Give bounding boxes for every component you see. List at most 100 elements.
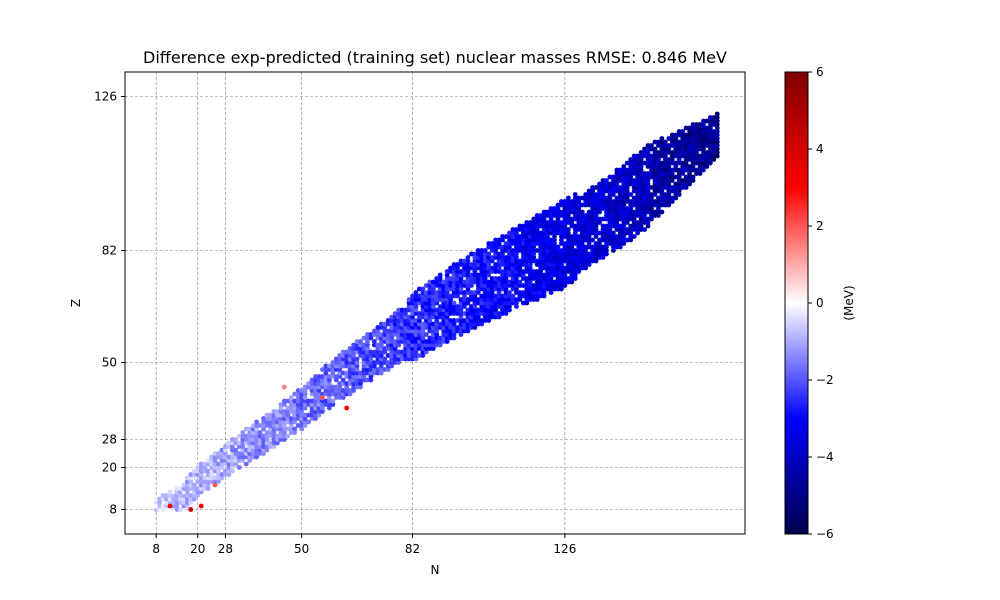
scatter-point [181, 503, 187, 509]
scatter-point [569, 262, 575, 267]
scatter-point [607, 174, 613, 180]
scatter-point [541, 227, 547, 232]
scatter-point [247, 444, 253, 449]
scatter-point [610, 174, 616, 180]
scatter-point [649, 174, 654, 180]
scatter-point [707, 146, 713, 152]
scatter-point [572, 195, 578, 201]
scatter-point [420, 335, 426, 341]
scatter-point [628, 178, 634, 183]
scatter-point [662, 192, 668, 197]
scatter-point [579, 220, 585, 225]
scatter-point [621, 241, 627, 246]
scatter-point [621, 192, 627, 197]
scatter-point [583, 202, 589, 208]
scatter-point [295, 416, 301, 421]
scatter-point [548, 220, 554, 225]
scatter-point [493, 262, 499, 267]
scatter-point [652, 139, 658, 145]
scatter-point [261, 419, 266, 425]
scatter-point [507, 290, 512, 295]
scatter-point [576, 223, 582, 229]
scatter-point [437, 293, 443, 299]
x-tick-label: 28 [218, 542, 233, 556]
scatter-point [247, 458, 253, 463]
scatter-point [441, 290, 447, 295]
colorbar-tick-label: −4 [816, 450, 834, 464]
scatter-point [614, 216, 620, 222]
scatter-point [392, 349, 398, 355]
scatter-point [621, 195, 627, 201]
scatter-point [216, 461, 221, 467]
scatter-point [524, 241, 530, 246]
scatter-point [524, 220, 530, 225]
scatter-point [714, 132, 720, 138]
scatter-point [354, 339, 360, 344]
scatter-point [538, 216, 544, 222]
scatter-point [434, 279, 440, 285]
scatter-point [365, 353, 370, 358]
scatter-point [365, 360, 370, 365]
scatter-point [337, 388, 343, 393]
scatter-point [344, 374, 350, 379]
scatter-points [153, 111, 720, 512]
scatter-point [631, 167, 637, 173]
scatter-point [572, 272, 578, 278]
scatter-point [579, 258, 585, 264]
scatter-point [271, 412, 277, 418]
scatter-point [344, 388, 350, 393]
scatter-point [188, 500, 194, 505]
scatter-point [365, 349, 370, 355]
scatter-point [420, 304, 426, 309]
colorbar [784, 71, 809, 535]
scatter-point [448, 321, 453, 327]
scatter-point [645, 146, 651, 152]
scatter-point [430, 300, 436, 306]
scatter-point [295, 409, 301, 414]
scatter-point [631, 220, 637, 225]
scatter-point [652, 188, 658, 194]
scatter-point [462, 269, 467, 274]
scatter-point [420, 328, 426, 334]
scatter-point [593, 244, 599, 250]
scatter-point [323, 391, 329, 397]
scatter-point [385, 367, 391, 372]
scatter-point [694, 171, 699, 176]
scatter-point [659, 139, 665, 145]
scatter-point [673, 136, 679, 141]
scatter-point [444, 335, 450, 341]
scatter-point [240, 447, 246, 453]
scatter-point [610, 220, 616, 225]
scatter-point [434, 335, 440, 341]
scatter-point [545, 255, 550, 260]
scatter-point [455, 290, 460, 295]
scatter-point [642, 146, 647, 152]
scatter-point [358, 374, 363, 379]
scatter-point [153, 500, 159, 505]
scatter-point [500, 283, 505, 288]
scatter-point [434, 276, 440, 281]
scatter-point [368, 360, 374, 365]
scatter-point [434, 290, 440, 295]
scatter-point [413, 339, 419, 344]
scatter-point [344, 349, 350, 355]
scatter-point [562, 223, 568, 229]
scatter-point [510, 279, 516, 285]
scatter-point [323, 370, 329, 376]
scatter-point [683, 181, 689, 187]
scatter-point [714, 129, 720, 134]
scatter-point [590, 199, 595, 204]
scatter-point [593, 227, 599, 232]
scatter-point [656, 206, 661, 211]
scatter-point [496, 297, 502, 302]
scatter-point [614, 167, 620, 173]
scatter-point [323, 398, 329, 404]
scatter-point [614, 199, 620, 204]
x-tick-label: 82 [405, 542, 420, 556]
scatter-point [579, 248, 585, 253]
scatter-point [538, 220, 544, 225]
scatter-point [427, 342, 433, 348]
scatter-point [669, 199, 675, 204]
scatter-point [617, 195, 623, 201]
scatter-point [572, 216, 578, 222]
